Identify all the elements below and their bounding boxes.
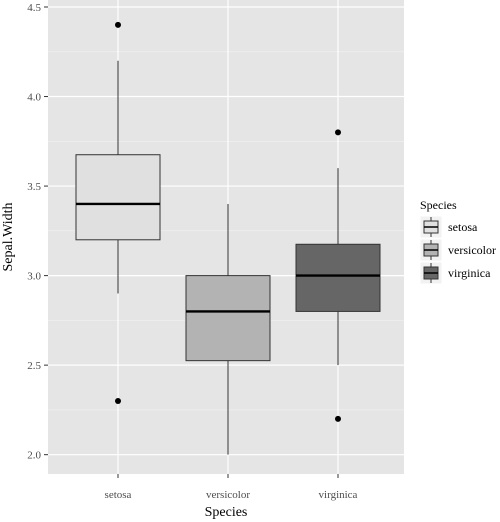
outlier-point (115, 397, 121, 404)
x-tick-label: versicolor (206, 489, 250, 501)
y-tick-label: 3.0 (27, 271, 41, 283)
box-iqr (295, 243, 381, 312)
outlier-point (335, 129, 341, 136)
y-tick-label: 2.5 (27, 360, 41, 372)
box-iqr (75, 154, 161, 241)
legend-title: Species (420, 198, 457, 212)
y-axis-title: Sepal.Width (1, 202, 16, 271)
y-tick-label: 2.0 (27, 450, 41, 462)
outlier-point (115, 21, 121, 28)
y-axis: 2.0 2.5 3.0 3.5 4.0 4.5 (27, 2, 48, 462)
legend-label: setosa (448, 220, 478, 234)
y-tick-label: 3.5 (27, 181, 41, 193)
box-iqr (185, 275, 271, 362)
legend-item-virginica: virginica (419, 261, 491, 285)
outlier-point (335, 415, 341, 422)
legend: Species setosa versicolor virginica (419, 198, 496, 285)
boxes (75, 21, 381, 455)
box-virginica (295, 129, 381, 422)
x-axis-title: Species (205, 505, 248, 520)
legend-item-versicolor: versicolor (419, 238, 496, 262)
y-tick-label: 4.5 (27, 2, 41, 14)
legend-label: versicolor (448, 243, 496, 257)
legend-label: virginica (448, 266, 491, 280)
box-setosa (75, 21, 161, 404)
x-tick-label: setosa (105, 489, 132, 501)
x-axis: setosa versicolor virginica (105, 474, 358, 501)
legend-item-setosa: setosa (419, 215, 478, 239)
box-versicolor (185, 203, 271, 455)
x-tick-label: virginica (319, 489, 358, 501)
y-tick-label: 4.0 (27, 92, 41, 104)
